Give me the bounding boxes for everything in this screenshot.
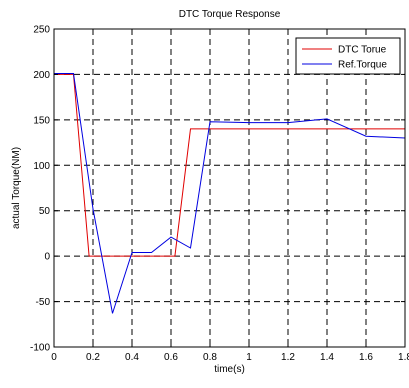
x-tick-label: 1.2 [281,352,295,363]
y-axis-title: actual Torque(NM) [11,147,22,229]
y-tick-label: 250 [33,25,50,36]
x-tick-label: 1.8 [398,352,409,363]
tick-layer: 0 0.2 0.4 0.6 0.8 1 1.2 1.4 1.6 1.8 -100 -50 0 50 100 1… [30,25,409,364]
x-tick-label: 0 [51,352,57,363]
plot-frame [53,28,406,348]
y-tick-label: -50 [36,297,51,308]
grid-layer [54,29,405,347]
y-tick-label: 200 [33,70,50,81]
chart-title: DTC Torque Response [179,9,281,20]
y-tick-label: 100 [33,161,50,172]
y-tick-label: 150 [33,115,50,126]
x-tick-label: 0.6 [164,352,178,363]
x-tick-label: 1.6 [359,352,373,363]
series-line-0 [54,73,405,257]
legend: DTC Torue Ref.Torque [295,37,401,75]
series-line-1 [54,73,405,314]
legend-box [295,37,401,75]
x-axis-title: time(s) [214,364,245,375]
x-tick-label: 0.4 [125,352,139,363]
y-tick-label: 0 [44,252,50,263]
legend-label-ref-torque: Ref.Torque [338,60,387,71]
x-tick-label: 1.4 [320,352,334,363]
y-tick-label: 50 [39,206,51,217]
y-tick-label: -100 [30,343,50,354]
legend-label-dtc-torue: DTC Torue [338,45,387,56]
x-tick-label: 1 [246,352,252,363]
x-tick-label: 0.2 [86,352,100,363]
x-tick-label: 0.8 [203,352,217,363]
series-layer [54,73,405,314]
